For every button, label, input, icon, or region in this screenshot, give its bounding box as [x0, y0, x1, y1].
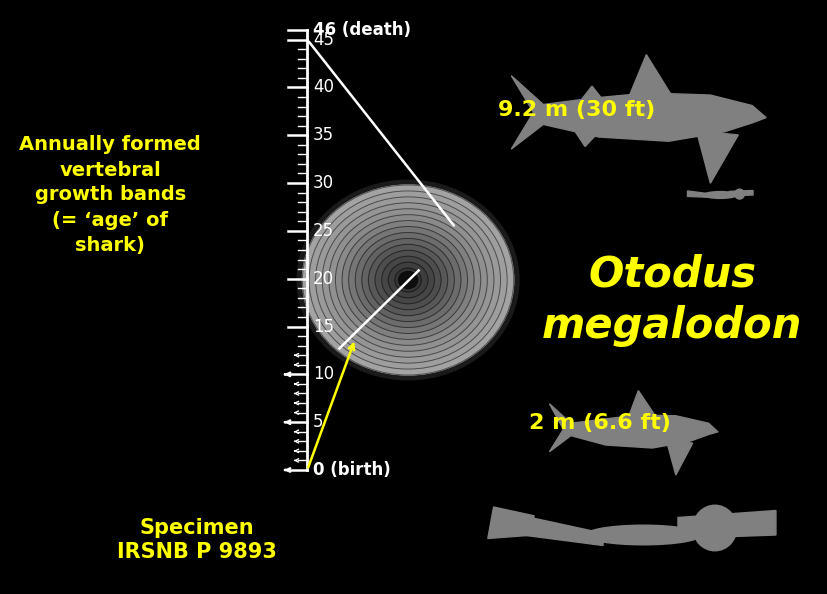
Ellipse shape: [355, 232, 461, 327]
Text: 35: 35: [313, 126, 334, 144]
Text: 40: 40: [313, 78, 333, 96]
Ellipse shape: [381, 256, 434, 304]
Polygon shape: [666, 441, 692, 475]
Polygon shape: [522, 516, 602, 545]
Polygon shape: [575, 132, 598, 147]
Ellipse shape: [335, 214, 480, 345]
Ellipse shape: [348, 226, 467, 333]
Ellipse shape: [398, 271, 417, 289]
Ellipse shape: [302, 185, 513, 375]
Text: 5: 5: [313, 413, 323, 431]
Text: Annually formed
vertebral
growth bands
(= ‘age’ of
shark): Annually formed vertebral growth bands (…: [20, 135, 201, 254]
Ellipse shape: [368, 244, 447, 315]
Text: 10: 10: [313, 365, 334, 383]
Ellipse shape: [297, 180, 519, 380]
Polygon shape: [510, 75, 765, 149]
Ellipse shape: [375, 250, 441, 309]
Polygon shape: [487, 507, 533, 539]
Text: 9.2 m (30 ft): 9.2 m (30 ft): [497, 100, 654, 120]
Text: 45: 45: [313, 30, 333, 49]
Ellipse shape: [361, 238, 454, 321]
Text: 15: 15: [313, 318, 334, 336]
Ellipse shape: [585, 525, 700, 545]
Circle shape: [692, 505, 736, 551]
Polygon shape: [549, 404, 717, 452]
Ellipse shape: [401, 274, 414, 286]
Ellipse shape: [703, 192, 736, 198]
Polygon shape: [696, 131, 738, 184]
Ellipse shape: [328, 208, 487, 351]
Text: Otodus
megalodon: Otodus megalodon: [542, 253, 801, 347]
Polygon shape: [581, 86, 602, 100]
Text: 25: 25: [313, 222, 334, 240]
Text: 0 (birth): 0 (birth): [313, 461, 390, 479]
Ellipse shape: [394, 268, 421, 292]
Ellipse shape: [315, 197, 500, 363]
Polygon shape: [629, 55, 671, 95]
Text: 46 (death): 46 (death): [313, 21, 410, 39]
Polygon shape: [629, 391, 654, 416]
Circle shape: [734, 189, 743, 199]
Text: 2 m (6.6 ft): 2 m (6.6 ft): [528, 413, 671, 433]
Ellipse shape: [322, 203, 494, 357]
Polygon shape: [686, 191, 707, 197]
Polygon shape: [729, 191, 752, 196]
Ellipse shape: [342, 220, 474, 339]
Polygon shape: [677, 510, 775, 539]
Text: Specimen
IRSNB P 9893: Specimen IRSNB P 9893: [117, 517, 276, 563]
Text: 30: 30: [313, 174, 334, 192]
Ellipse shape: [308, 191, 506, 369]
Text: 20: 20: [313, 270, 334, 287]
Ellipse shape: [388, 262, 428, 298]
